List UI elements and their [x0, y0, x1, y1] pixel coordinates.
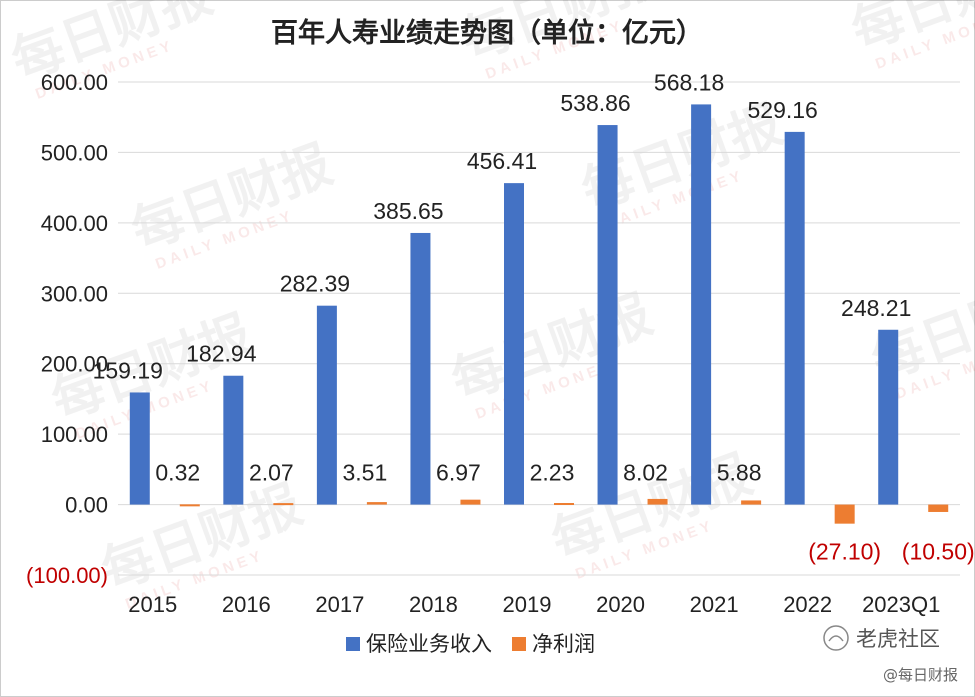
grid-lines	[118, 81, 960, 576]
x-tick-label: 2017	[315, 592, 364, 617]
data-label-insurance-revenue: 182.94	[186, 341, 257, 367]
legend-swatch	[346, 637, 360, 651]
data-label-net-profit: 2.07	[249, 460, 294, 486]
y-tick-label: 300.00	[41, 281, 108, 306]
y-tick-label: 100.00	[41, 422, 108, 447]
x-tick-label: 2021	[690, 592, 739, 617]
bars	[129, 104, 949, 524]
legend: 保险业务收入 净利润	[346, 632, 595, 656]
bar-insurance-revenue	[129, 392, 150, 505]
data-label-net-profit: 2.23	[530, 460, 575, 486]
data-label-insurance-revenue: 456.41	[467, 148, 537, 174]
data-label-net-profit: 3.51	[343, 460, 388, 486]
tiger-logo-mark	[828, 635, 844, 642]
y-tick-label: 0.00	[65, 493, 108, 518]
bar-net-profit	[273, 503, 294, 506]
bar-insurance-revenue	[691, 104, 712, 505]
chart-title: 百年人寿业绩走势图（单位：亿元）	[271, 17, 703, 49]
community-name: 老虎社区	[856, 627, 940, 651]
legend-label: 净利润	[532, 632, 595, 656]
credit-text: @每日财报	[883, 666, 958, 684]
x-tick-label: 2015	[128, 592, 177, 617]
bar-insurance-revenue	[878, 329, 899, 505]
y-tick-label: 200.00	[41, 352, 108, 377]
y-tick-label: 500.00	[41, 140, 108, 165]
bar-net-profit	[741, 500, 762, 505]
data-label-net-profit: 8.02	[623, 460, 668, 486]
bar-net-profit	[366, 502, 387, 505]
bar-insurance-revenue	[316, 305, 337, 505]
tiger-logo-icon	[823, 625, 849, 651]
x-tick-label: 2022	[783, 592, 832, 617]
data-label-insurance-revenue: 529.16	[747, 97, 817, 123]
data-label-insurance-revenue: 538.86	[560, 90, 630, 116]
x-tick-label: 2018	[409, 592, 458, 617]
y-axis: 600.00 500.00 400.00 300.00 200.00 100.00 0.00…	[26, 70, 108, 588]
data-label-insurance-revenue: 248.21	[841, 295, 911, 321]
bar-net-profit	[647, 498, 668, 505]
data-label-insurance-revenue: 568.18	[654, 69, 724, 95]
data-label-net-profit: 0.32	[155, 460, 200, 486]
data-label-net-profit: 5.88	[717, 460, 762, 486]
bar-net-profit	[554, 503, 574, 506]
legend-swatch	[512, 637, 526, 651]
bar-insurance-revenue	[597, 125, 618, 505]
data-label-net-profit: 6.97	[436, 460, 481, 486]
x-tick-label: 2020	[596, 592, 645, 617]
x-tick-label: 2019	[503, 592, 552, 617]
bar-insurance-revenue	[410, 232, 431, 505]
data-label-insurance-revenue: 385.65	[373, 198, 443, 224]
y-tick-label: 400.00	[41, 211, 108, 236]
data-label-insurance-revenue: 282.39	[280, 271, 350, 297]
bar-net-profit	[179, 504, 200, 507]
community-brand: 老虎社区	[823, 625, 940, 651]
bar-net-profit	[460, 499, 481, 505]
x-axis: 2015 2016 2017 2018 2019 2020 2021 2022 2023Q1	[128, 592, 940, 617]
bar-net-profit	[834, 504, 855, 524]
bar-insurance-revenue	[784, 131, 805, 505]
data-label-net-profit: (27.10)	[808, 539, 881, 565]
bar-insurance-revenue	[504, 183, 524, 505]
y-tick-label: (100.00)	[26, 563, 108, 588]
y-tick-label: 600.00	[41, 70, 108, 95]
data-label-insurance-revenue: 159.19	[93, 357, 163, 383]
x-tick-label: 2023Q1	[862, 592, 940, 617]
data-label-net-profit: (10.50)	[902, 539, 975, 565]
bar-insurance-revenue	[223, 375, 244, 505]
data-labels: 159.19 0.32 182.94 2.07 282.39 3.51 385.65 6.97…	[93, 69, 975, 564]
legend-label: 保险业务收入	[366, 632, 492, 656]
x-tick-label: 2016	[222, 592, 271, 617]
bar-net-profit	[928, 504, 949, 512]
